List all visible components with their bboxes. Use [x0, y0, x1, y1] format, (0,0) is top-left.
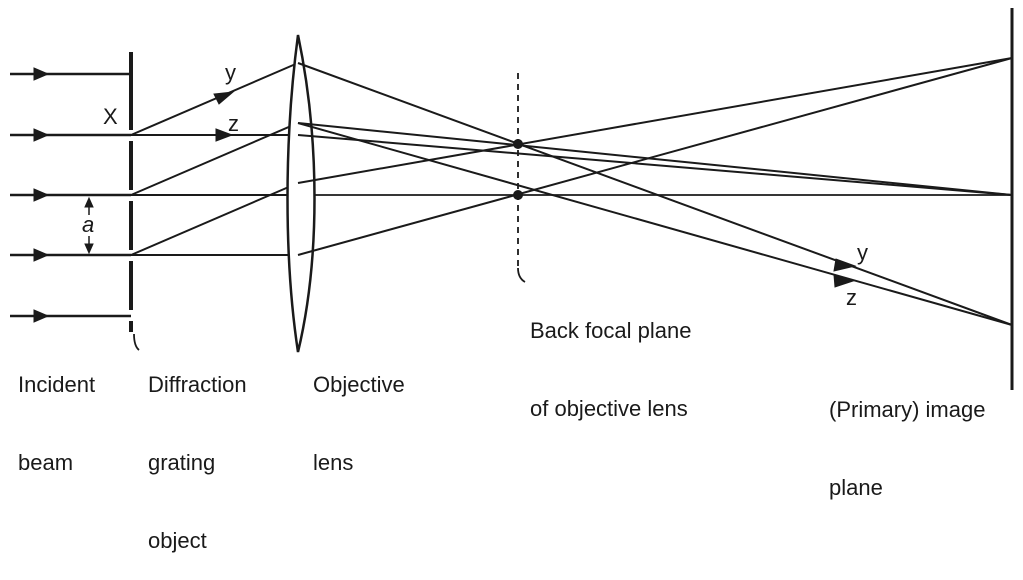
label-back-focal-plane: Back focal plane of objective lens — [530, 318, 692, 421]
incident-beam-rays — [10, 72, 131, 318]
label-objective-lens: Objective lens — [313, 372, 405, 475]
rays-grating-to-lens — [130, 62, 299, 256]
arrowhead-icon — [33, 188, 50, 202]
dimension-arrow-up-icon — [84, 196, 94, 208]
label-incident-beam: Incident beam — [18, 372, 96, 475]
dimension-arrow-down-icon — [84, 243, 94, 255]
label-z-lower: z — [846, 285, 857, 310]
ray-arrow-y-icon — [213, 91, 235, 105]
arrowhead-icon — [33, 309, 50, 323]
label-x: X — [103, 104, 118, 129]
label-z-upper: z — [228, 111, 239, 136]
label-image-plane: (Primary) image plane — [829, 397, 986, 500]
objective-lens — [286, 34, 316, 353]
incident-arrowheads — [33, 67, 50, 323]
label-diffraction-grating: Diffraction grating object — [148, 372, 247, 553]
label-y-lower: y — [857, 240, 868, 265]
spacing-dimension — [84, 196, 94, 255]
ray-arrow-z-icon — [215, 128, 234, 142]
arrowhead-icon — [33, 248, 50, 262]
ray-arrow-z-lower-icon — [833, 274, 855, 288]
focal-plane-leader-line — [517, 267, 526, 283]
optics-diagram — [10, 8, 1014, 390]
focal-point — [513, 190, 523, 200]
rays-lens-to-image — [297, 57, 1013, 326]
label-y-upper: y — [225, 60, 236, 85]
arrowhead-icon — [33, 128, 50, 142]
focal-point — [513, 139, 523, 149]
grating-leader-line — [133, 333, 140, 351]
arrowhead-icon — [33, 67, 50, 81]
ray-arrow-y-lower-icon — [833, 258, 857, 272]
label-a: a — [82, 212, 95, 237]
